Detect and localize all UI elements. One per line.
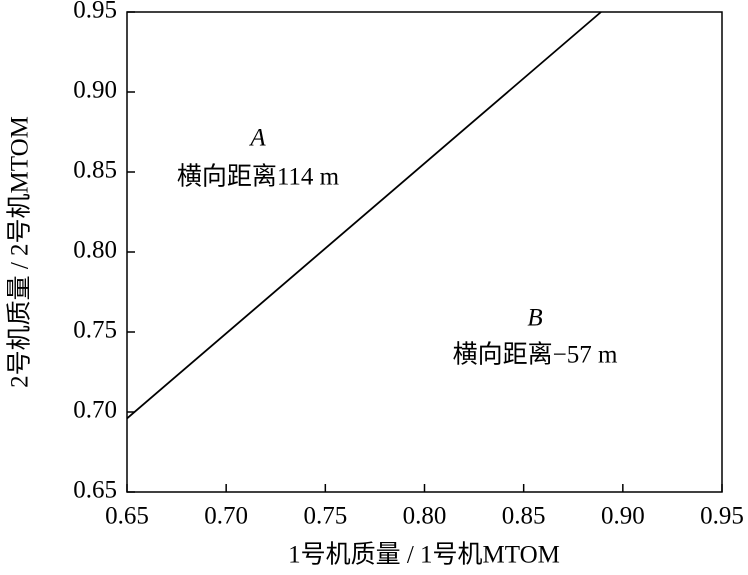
x-tick-label: 0.65 xyxy=(105,503,149,530)
x-tick-label: 0.75 xyxy=(303,503,347,530)
y-tick-label: 0.90 xyxy=(73,77,117,104)
x-tick-label: 0.85 xyxy=(502,503,546,530)
y-tick-label: 0.85 xyxy=(73,157,117,184)
x-tick-label: 0.95 xyxy=(700,503,744,530)
annotation: B xyxy=(527,305,542,332)
y-tick-label: 0.75 xyxy=(73,317,117,344)
data-line xyxy=(126,11,602,420)
annotation: A xyxy=(248,125,266,152)
y-tick-label: 0.65 xyxy=(73,477,117,504)
x-axis-label: 1号机质量 / 1号机MTOM xyxy=(288,541,560,569)
annotation: 横向距离114 m xyxy=(177,163,340,191)
y-tick-label: 0.95 xyxy=(73,0,117,24)
x-tick-label: 0.90 xyxy=(601,503,645,530)
annotation: 横向距离−57 m xyxy=(453,341,618,369)
y-axis-label: 2号机质量 / 2号机MTOM xyxy=(6,116,34,388)
y-tick-label: 0.70 xyxy=(73,397,117,424)
plot-frame xyxy=(126,11,723,493)
x-tick-label: 0.80 xyxy=(403,503,447,530)
x-tick-label: 0.70 xyxy=(204,503,248,530)
y-tick-label: 0.80 xyxy=(73,237,117,264)
